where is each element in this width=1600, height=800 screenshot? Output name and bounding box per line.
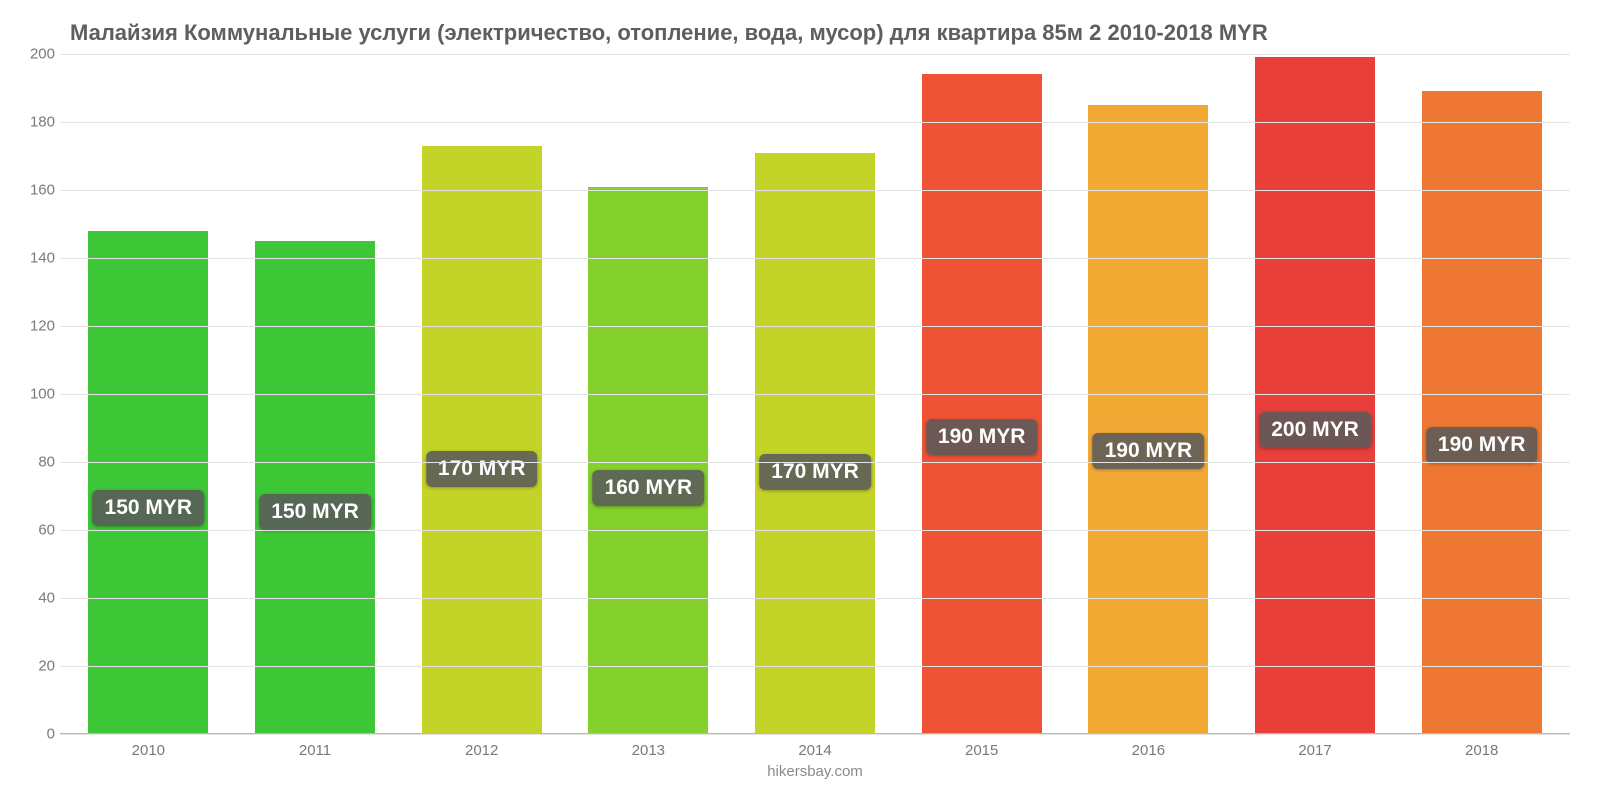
y-tick-label: 60	[15, 522, 55, 539]
grid-line	[60, 258, 1570, 259]
x-tick-label: 2018	[1398, 742, 1565, 759]
bar: 150 MYR	[88, 231, 208, 734]
bar: 170 MYR	[422, 146, 542, 734]
y-tick-label: 200	[15, 46, 55, 63]
grid-line	[60, 666, 1570, 667]
bar: 190 MYR	[922, 74, 1042, 734]
source-label: hikersbay.com	[60, 763, 1570, 780]
x-tick-label: 2011	[232, 742, 399, 759]
bar-value-label: 150 MYR	[93, 490, 205, 526]
bar-value-label: 190 MYR	[1093, 433, 1205, 469]
grid-line	[60, 394, 1570, 395]
bar-value-label: 160 MYR	[593, 470, 705, 506]
x-tick-label: 2014	[732, 742, 899, 759]
x-tick-label: 2010	[65, 742, 232, 759]
y-tick-label: 100	[15, 386, 55, 403]
bar-value-label: 170 MYR	[759, 454, 871, 490]
grid-line	[60, 54, 1570, 55]
bar-value-label: 150 MYR	[259, 494, 371, 530]
x-axis-labels: 201020112012201320142015201620172018	[60, 734, 1570, 759]
y-tick-label: 20	[15, 658, 55, 675]
bar-value-label: 190 MYR	[1426, 427, 1538, 463]
plot-area: 150 MYR 150 MYR 170 MYR 160 MYR 170 MYR 190 M…	[60, 54, 1570, 734]
y-tick-label: 120	[15, 318, 55, 335]
y-tick-label: 180	[15, 114, 55, 131]
bar: 150 MYR	[255, 241, 375, 734]
x-tick-label: 2015	[898, 742, 1065, 759]
y-tick-label: 40	[15, 590, 55, 607]
grid-line	[60, 530, 1570, 531]
chart-title: Малайзия Коммунальные услуги (электричес…	[70, 20, 1570, 46]
grid-line	[60, 190, 1570, 191]
grid-line	[60, 598, 1570, 599]
bar-value-label: 190 MYR	[926, 419, 1038, 455]
grid-line	[60, 462, 1570, 463]
bar: 200 MYR	[1255, 57, 1375, 734]
bar: 190 MYR	[1422, 91, 1542, 734]
x-tick-label: 2012	[398, 742, 565, 759]
bar-value-label: 170 MYR	[426, 451, 538, 487]
bar-value-label: 200 MYR	[1259, 412, 1371, 448]
bar: 160 MYR	[588, 187, 708, 734]
y-tick-label: 80	[15, 454, 55, 471]
y-tick-label: 140	[15, 250, 55, 267]
bar-chart: Малайзия Коммунальные услуги (электричес…	[0, 0, 1600, 800]
x-tick-label: 2017	[1232, 742, 1399, 759]
grid-line	[60, 734, 1570, 735]
x-tick-label: 2013	[565, 742, 732, 759]
bar: 190 MYR	[1088, 105, 1208, 734]
y-tick-label: 0	[15, 726, 55, 743]
x-tick-label: 2016	[1065, 742, 1232, 759]
grid-line	[60, 326, 1570, 327]
y-tick-label: 160	[15, 182, 55, 199]
bar: 170 MYR	[755, 153, 875, 734]
grid-line	[60, 122, 1570, 123]
